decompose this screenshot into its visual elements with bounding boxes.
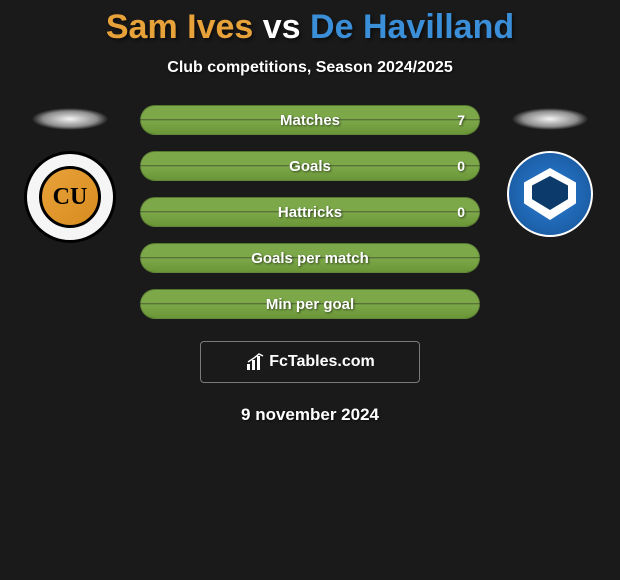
vs-text: vs — [253, 8, 310, 46]
stat-label: Matches — [280, 112, 340, 129]
stat-value: 0 — [457, 158, 465, 174]
right-column — [500, 105, 600, 237]
player2-name: De Havilland — [310, 8, 514, 46]
stat-label: Hattricks — [278, 204, 342, 221]
club-crest-left: CU — [24, 151, 116, 243]
stat-bar-min-per-goal: Min per goal — [140, 289, 480, 319]
stat-value: 7 — [457, 112, 465, 128]
brand-box[interactable]: FcTables.com — [200, 341, 420, 383]
chart-icon — [245, 352, 265, 372]
spotlight-left — [21, 105, 119, 133]
crest-right-shield — [524, 168, 576, 220]
stat-label: Min per goal — [266, 296, 354, 313]
stat-bar-goals: Goals 0 — [140, 151, 480, 181]
comparison-card: Sam Ives vs De Havilland Club competitio… — [0, 0, 620, 425]
crest-left-text: CU — [39, 166, 101, 228]
left-column: CU — [20, 105, 120, 243]
stat-bar-hattricks: Hattricks 0 — [140, 197, 480, 227]
player1-name: Sam Ives — [106, 8, 253, 46]
page-title: Sam Ives vs De Havilland — [0, 8, 620, 47]
stat-label: Goals per match — [251, 250, 369, 267]
stat-bar-goals-per-match: Goals per match — [140, 243, 480, 273]
main-row: CU Matches 7 Goals 0 Hattricks 0 Goals p… — [0, 105, 620, 319]
brand-text: FcTables.com — [269, 353, 375, 371]
date-text: 9 november 2024 — [0, 405, 620, 425]
stat-bar-matches: Matches 7 — [140, 105, 480, 135]
stat-label: Goals — [289, 158, 331, 175]
stat-value: 0 — [457, 204, 465, 220]
spotlight-right — [501, 105, 599, 133]
club-crest-right — [507, 151, 593, 237]
stats-column: Matches 7 Goals 0 Hattricks 0 Goals per … — [140, 105, 480, 319]
subtitle: Club competitions, Season 2024/2025 — [0, 59, 620, 77]
